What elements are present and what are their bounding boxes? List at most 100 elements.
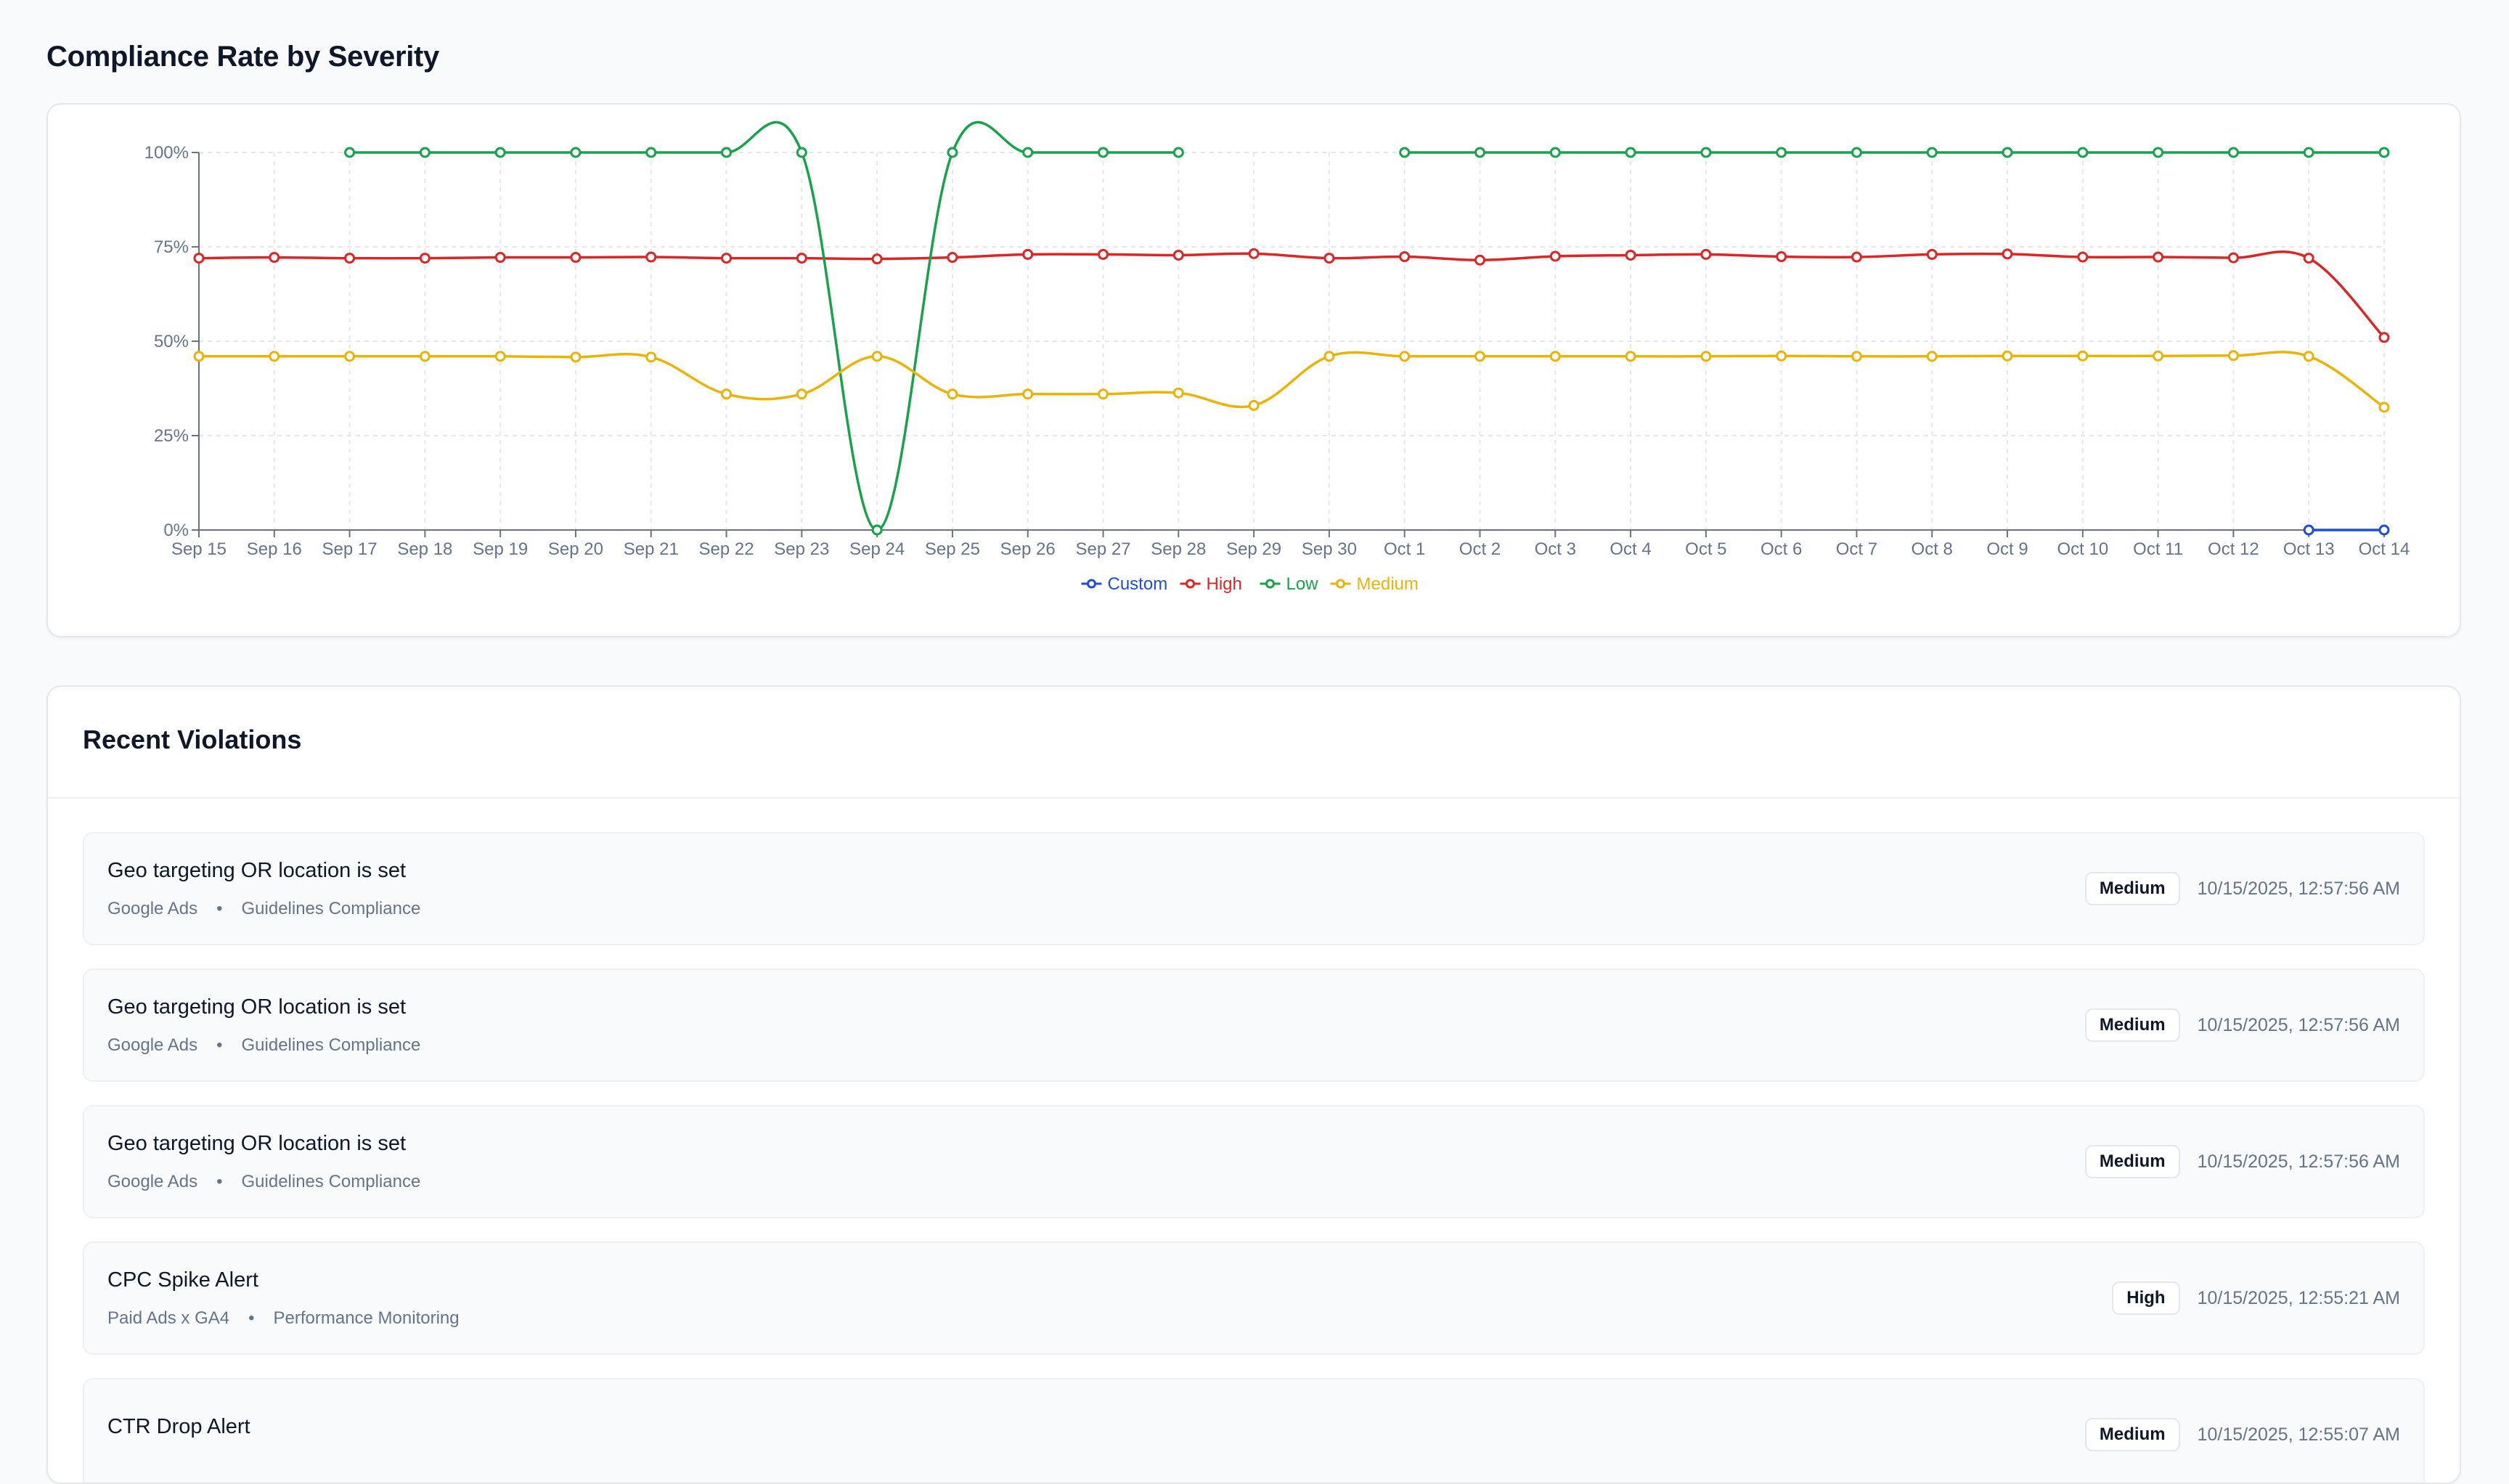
- violation-status: Medium 10/15/2025, 12:57:56 AM: [2084, 1145, 2400, 1178]
- violation-meta: Paid Ads x GA4 • Performance Monitoring: [107, 1308, 460, 1329]
- violations-title: Recent Violations: [83, 725, 302, 754]
- data-point-medium: [193, 351, 205, 362]
- data-point-medium: [1399, 351, 1411, 362]
- data-point-low: [2002, 147, 2013, 158]
- violation-info: Geo targeting OR location is set Google …: [107, 995, 420, 1056]
- data-point-high: [1248, 248, 1260, 259]
- compliance-rate-chart: 0% 25% 50% 75% 100% Sep 15 Sep 16 Sep 17 Sep 18 S…: [144, 121, 2410, 594]
- violation-category: Guidelines Compliance: [241, 1171, 421, 1191]
- data-point-low: [1022, 147, 1034, 158]
- data-point-low: [1399, 147, 1411, 158]
- data-point-medium: [1625, 351, 1636, 362]
- x-tick-label: Sep 26: [1000, 539, 1056, 559]
- x-tick-label: Oct 12: [2208, 539, 2259, 559]
- data-point-high: [1851, 251, 1862, 263]
- y-tick-label: 100%: [144, 143, 189, 163]
- x-tick-label: Sep 23: [774, 539, 829, 559]
- data-point-medium: [1022, 388, 1034, 400]
- data-point-medium: [1172, 387, 1184, 399]
- x-tick-label: Sep 21: [624, 539, 679, 559]
- legend-marker-medium: [1336, 579, 1345, 589]
- data-point-low: [1474, 147, 1485, 158]
- violation-info: CTR Drop Alert: [107, 1415, 250, 1455]
- violation-category: Guidelines Compliance: [241, 1035, 421, 1055]
- legend-marker-custom: [1087, 579, 1096, 589]
- y-tick-label: 25%: [154, 426, 189, 446]
- x-tick-label: Sep 24: [849, 539, 905, 559]
- data-point-low: [721, 147, 733, 158]
- data-point-high: [1022, 248, 1034, 260]
- violation-platform: Paid Ads x GA4: [107, 1308, 230, 1328]
- data-point-medium: [1098, 388, 1109, 400]
- x-tick-label: Oct 5: [1685, 539, 1726, 559]
- data-point-high: [2303, 253, 2314, 264]
- data-point-medium: [2002, 350, 2013, 362]
- data-point-medium: [1926, 351, 1938, 362]
- violation-meta: Google Ads • Guidelines Compliance: [107, 1035, 420, 1056]
- violation-item[interactable]: Geo targeting OR location is set Google …: [83, 1105, 2425, 1218]
- data-point-high: [1549, 250, 1561, 262]
- data-point-high: [947, 252, 958, 264]
- data-point-high: [1625, 249, 1636, 261]
- x-tick-label: Oct 10: [2057, 539, 2108, 559]
- data-point-high: [2002, 248, 2013, 260]
- x-tick-label: Sep 18: [397, 539, 452, 559]
- violation-status: Medium 10/15/2025, 12:57:56 AM: [2084, 1008, 2400, 1042]
- data-point-medium: [1700, 351, 1712, 362]
- data-point-low: [494, 147, 506, 158]
- violation-item[interactable]: Geo targeting OR location is set Google …: [83, 832, 2425, 945]
- violation-platform: Google Ads: [107, 1171, 198, 1191]
- x-tick-label: Oct 9: [1986, 539, 2028, 559]
- data-point-medium: [2153, 350, 2164, 362]
- data-point-high: [1926, 248, 1938, 260]
- x-tick-label: Sep 20: [548, 539, 603, 559]
- violation-item[interactable]: CPC Spike Alert Paid Ads x GA4 • Perform…: [83, 1242, 2425, 1355]
- x-tick-label: Sep 25: [925, 539, 980, 559]
- data-point-medium: [2227, 350, 2239, 362]
- severity-badge: Medium: [2084, 872, 2180, 905]
- meta-separator: •: [216, 1035, 223, 1055]
- violation-status: High 10/15/2025, 12:55:21 AM: [2112, 1281, 2400, 1315]
- data-point-high: [494, 252, 506, 264]
- meta-separator: •: [216, 1171, 223, 1191]
- data-point-low: [1776, 147, 1787, 158]
- series-line-high: [198, 250, 2386, 339]
- y-tick-label: 0%: [163, 521, 189, 540]
- violation-item[interactable]: CTR Drop Alert Medium 10/15/2025, 12:55:…: [83, 1378, 2425, 1483]
- data-point-low: [1926, 147, 1938, 158]
- violations-header: Recent Violations: [48, 687, 2460, 799]
- data-point-high: [645, 251, 657, 263]
- data-point-medium: [1776, 350, 1787, 362]
- data-point-medium: [947, 388, 958, 400]
- data-point-medium: [796, 388, 807, 400]
- data-point-high: [1700, 248, 1712, 260]
- y-tick-label: 75%: [154, 237, 189, 257]
- data-point-high: [269, 252, 280, 264]
- violation-title: Geo targeting OR location is set: [107, 995, 407, 1019]
- data-point-medium: [1851, 351, 1862, 362]
- x-tick-label: Oct 6: [1761, 539, 1802, 559]
- violation-category: Guidelines Compliance: [241, 898, 421, 918]
- data-point-high: [344, 253, 356, 264]
- series-line-low: [349, 121, 1179, 531]
- severity-badge: Medium: [2084, 1418, 2180, 1451]
- data-point-high: [1399, 251, 1411, 263]
- data-point-high: [419, 253, 431, 264]
- recent-violations-card: Recent Violations Geo targeting OR locat…: [46, 685, 2461, 1484]
- data-point-custom: [2303, 524, 2314, 536]
- x-tick-label: Oct 4: [1610, 539, 1651, 559]
- violation-status: Medium 10/15/2025, 12:55:07 AM: [2084, 1418, 2400, 1451]
- violation-item[interactable]: Geo targeting OR location is set Google …: [83, 969, 2425, 1082]
- compliance-chart-card: 0% 25% 50% 75% 100% Sep 15 Sep 16 Sep 17 Sep 18 S…: [46, 103, 2461, 637]
- violation-meta: Google Ads • Guidelines Compliance: [107, 899, 420, 919]
- x-tick-label: Sep 16: [247, 539, 302, 559]
- series-line-medium: [199, 351, 2385, 409]
- violation-status: Medium 10/15/2025, 12:57:56 AM: [2084, 872, 2400, 905]
- x-tick-label: Sep 28: [1151, 539, 1206, 559]
- x-tick-label: Sep 19: [473, 539, 528, 559]
- data-point-low: [1098, 147, 1109, 158]
- severity-badge: Medium: [2084, 1145, 2180, 1178]
- data-point-low: [2227, 147, 2239, 158]
- data-point-low: [645, 147, 657, 158]
- x-tick-label: Sep 30: [1302, 539, 1357, 559]
